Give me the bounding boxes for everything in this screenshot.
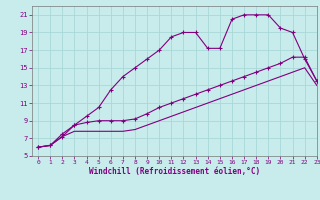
X-axis label: Windchill (Refroidissement éolien,°C): Windchill (Refroidissement éolien,°C): [89, 167, 260, 176]
